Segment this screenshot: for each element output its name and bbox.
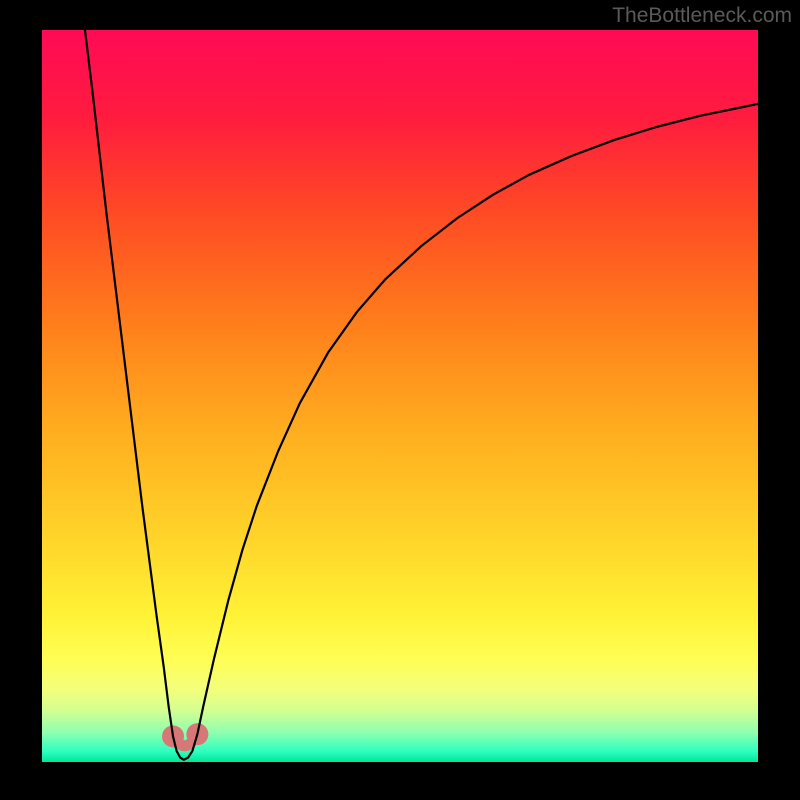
plot-background bbox=[42, 30, 758, 762]
watermark-text: TheBottleneck.com bbox=[612, 4, 792, 28]
chart-container: TheBottleneck.com bbox=[0, 0, 800, 800]
bottleneck-chart bbox=[0, 0, 800, 800]
